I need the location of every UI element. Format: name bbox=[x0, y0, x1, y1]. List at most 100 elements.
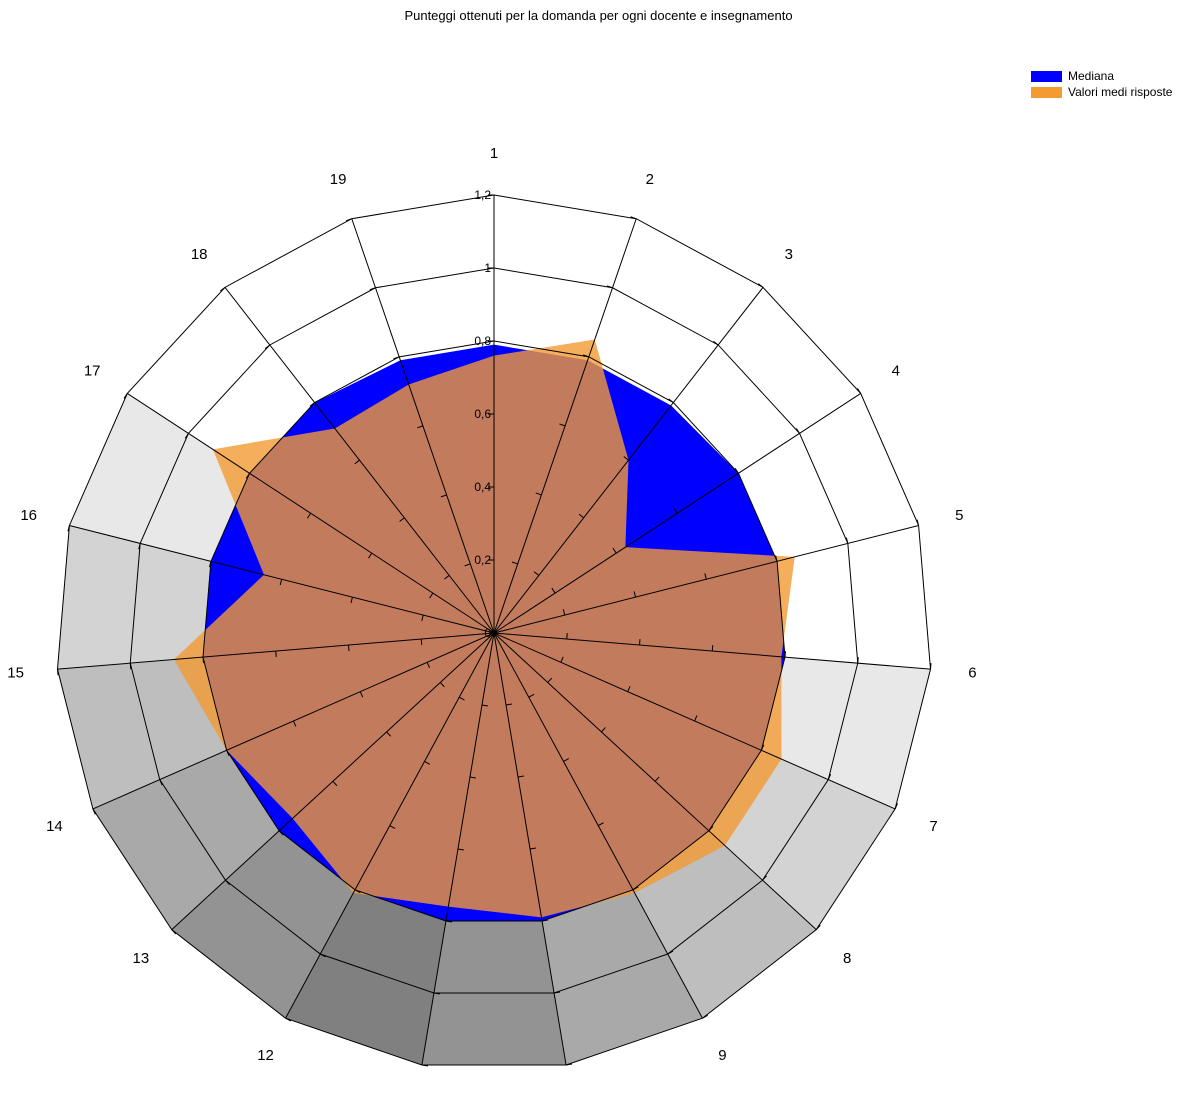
tick-mark bbox=[632, 886, 639, 891]
category-labels: 12345678910111213141516171819 bbox=[7, 145, 976, 1099]
category-label-14: 14 bbox=[46, 818, 63, 835]
tick-mark bbox=[578, 513, 584, 519]
tick-mark bbox=[708, 826, 714, 832]
tick-mark bbox=[345, 218, 352, 222]
tick-mark bbox=[368, 552, 373, 559]
r-tick-label: 0,2 bbox=[474, 553, 491, 567]
tick-mark bbox=[760, 744, 765, 751]
tick-mark bbox=[459, 696, 465, 701]
category-label-9: 9 bbox=[718, 1047, 726, 1064]
grid-ring-0 bbox=[202, 340, 786, 922]
category-label-15: 15 bbox=[7, 665, 24, 682]
tick-mark bbox=[713, 340, 719, 346]
tick-mark bbox=[582, 354, 589, 358]
tick-mark bbox=[208, 561, 212, 568]
category-label-13: 13 bbox=[133, 950, 150, 967]
tick-mark bbox=[433, 992, 440, 995]
r-tick-label: 0,8 bbox=[474, 334, 491, 348]
tick-mark bbox=[559, 423, 566, 427]
tick-mark bbox=[916, 519, 920, 526]
band-segment-14 bbox=[57, 657, 227, 809]
tick-mark bbox=[354, 889, 361, 894]
tick-mark bbox=[354, 459, 360, 465]
tick-mark bbox=[505, 703, 513, 706]
tick-mark bbox=[704, 573, 707, 580]
tick-mark bbox=[457, 848, 464, 851]
tick-mark bbox=[469, 776, 476, 779]
band-segment-12 bbox=[171, 830, 356, 1019]
legend-label-mediana: Mediana bbox=[1068, 69, 1115, 83]
tick-mark bbox=[517, 775, 525, 778]
category-label-3: 3 bbox=[785, 246, 793, 263]
category-label-8: 8 bbox=[843, 950, 851, 967]
tick-mark bbox=[562, 609, 566, 616]
legend-label-valori-medi: Valori medi risposte bbox=[1068, 85, 1173, 99]
radar-grid: 0 0,2 0,4 0,6 0,8 1 1,2 bbox=[56, 188, 932, 1067]
tick-mark bbox=[440, 494, 447, 498]
tick-mark bbox=[309, 402, 315, 407]
tick-mark bbox=[623, 456, 629, 461]
tick-mark bbox=[393, 356, 400, 360]
tick-mark bbox=[389, 825, 396, 829]
tick-mark bbox=[612, 547, 617, 554]
tick-mark bbox=[630, 216, 637, 220]
tick-mark bbox=[757, 283, 764, 288]
tick-mark bbox=[386, 731, 392, 737]
tick-mark bbox=[285, 1017, 292, 1022]
tick-mark bbox=[439, 682, 445, 688]
tick-mark bbox=[332, 780, 338, 787]
tick-mark bbox=[429, 592, 434, 599]
tick-mark bbox=[67, 525, 70, 532]
category-label-4: 4 bbox=[892, 362, 900, 379]
tick-mark bbox=[278, 830, 284, 836]
tick-mark bbox=[123, 393, 128, 399]
tick-mark bbox=[424, 760, 431, 765]
tick-mark bbox=[535, 492, 542, 496]
tick-mark bbox=[566, 1063, 573, 1066]
tick-mark bbox=[856, 388, 862, 394]
tick-mark bbox=[279, 579, 283, 586]
category-label-1: 1 bbox=[490, 145, 498, 162]
series-area-valori-medi bbox=[173, 339, 795, 918]
chart-title: Punteggi ottenuti per la domanda per ogn… bbox=[404, 8, 793, 23]
legend: Mediana Valori medi risposte bbox=[1031, 68, 1172, 100]
category-label-12: 12 bbox=[257, 1047, 274, 1064]
tick-mark bbox=[694, 715, 698, 722]
tick-mark bbox=[138, 543, 141, 550]
tick-mark bbox=[734, 467, 739, 474]
tick-mark bbox=[359, 691, 364, 698]
tick-mark bbox=[421, 614, 424, 622]
r-tick-label: 1 bbox=[484, 261, 491, 275]
tick-mark bbox=[529, 847, 537, 850]
tick-mark bbox=[597, 822, 604, 827]
tick-mark bbox=[551, 587, 556, 594]
tick-mark bbox=[702, 1014, 708, 1019]
tick-mark bbox=[350, 597, 353, 604]
tick-mark bbox=[775, 555, 778, 562]
tick-mark bbox=[511, 561, 518, 565]
r-tick-label: 0,6 bbox=[474, 407, 491, 421]
category-label-7: 7 bbox=[929, 818, 937, 835]
tick-mark bbox=[654, 776, 660, 782]
tick-mark bbox=[762, 875, 767, 881]
tick-mark bbox=[673, 507, 678, 514]
tick-mark bbox=[667, 950, 674, 955]
category-label-18: 18 bbox=[191, 246, 208, 263]
band-segment-16 bbox=[69, 393, 250, 562]
category-label-2: 2 bbox=[646, 171, 654, 188]
tick-mark bbox=[547, 677, 553, 683]
category-label-6: 6 bbox=[968, 665, 976, 682]
category-label-17: 17 bbox=[84, 362, 101, 379]
grid-ring-2 bbox=[56, 194, 932, 1066]
legend-item-mediana: Mediana bbox=[1031, 68, 1172, 84]
tick-mark bbox=[369, 287, 376, 291]
band-segment-9 bbox=[542, 889, 703, 1066]
tick-mark bbox=[464, 563, 471, 567]
tick-mark bbox=[225, 879, 230, 885]
band-segment-6 bbox=[761, 657, 931, 809]
tick-mark bbox=[563, 758, 570, 762]
tick-mark bbox=[306, 512, 312, 519]
tick-mark bbox=[541, 919, 549, 922]
tick-mark bbox=[795, 428, 800, 434]
category-label-5: 5 bbox=[955, 507, 963, 524]
